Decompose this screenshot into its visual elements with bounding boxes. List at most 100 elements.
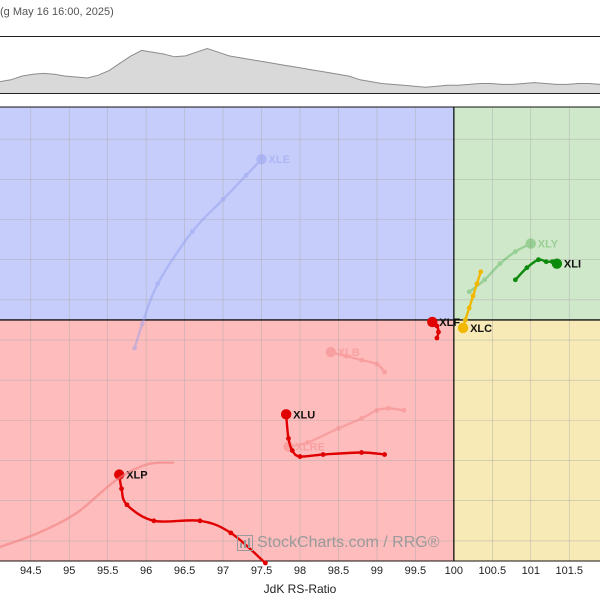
rrg-tail-point	[543, 259, 549, 265]
rrg-series-label: XLP	[126, 470, 147, 482]
rrg-tail-point	[466, 305, 472, 311]
rrg-head-point	[325, 346, 336, 358]
rrg-series-label: XLB	[338, 347, 360, 359]
benchmark-line-chart	[0, 47, 600, 93]
rrg-tail-point	[401, 407, 407, 413]
rrg-head-point	[256, 154, 267, 165]
rrg-tail-point	[343, 353, 349, 359]
rrg-series-label: XLE	[269, 154, 290, 166]
quadrant-weakening	[453, 319, 600, 561]
x-tick-label: 99.5	[405, 565, 426, 577]
x-tick-label: 100.5	[479, 565, 507, 577]
rrg-tail-point	[359, 415, 364, 421]
rrg-tail-point	[155, 281, 161, 287]
rrg-tail-line	[468, 242, 532, 293]
x-tick-label: 99	[371, 565, 383, 577]
rrg-series-xly: XLY	[466, 238, 559, 295]
x-tick-label: 97	[217, 565, 229, 577]
rrg-series-xlb: XLB	[325, 346, 388, 375]
rrg-series-xlf: XLF	[427, 316, 460, 341]
rrg-tail-point	[512, 249, 518, 255]
rrg-tail-point	[482, 277, 488, 283]
rrg-tail-point	[374, 361, 380, 367]
rrg-series-label: XLU	[293, 409, 315, 421]
x-tick-label: 96	[140, 565, 152, 577]
rrg-tail-line	[287, 407, 405, 448]
rrg-head-point	[551, 258, 563, 269]
rrg-series-unlabeled	[0, 461, 175, 549]
rrg-tail-point	[139, 321, 145, 327]
rrg-tails: XLE XLY XLI XLC XLF XLB XLRE XLU XLP	[0, 154, 581, 566]
rrg-tail-point	[228, 530, 234, 536]
rrg-series-label: XLY	[538, 239, 559, 251]
rrg-tail-point	[497, 261, 503, 267]
rrg-tail-point	[466, 289, 472, 295]
rrg-series-xlc: XLC	[457, 269, 492, 335]
rrg-head-point	[427, 316, 438, 328]
rrg-tail-point	[512, 277, 518, 283]
rrg-head-point	[280, 409, 292, 420]
rrg-head-point	[457, 322, 469, 334]
rrg-tail-point	[470, 293, 476, 299]
x-axis-title: JdK RS-Ratio	[263, 582, 337, 596]
rrg-tail-point	[320, 452, 326, 457]
x-tick-label: 98.5	[328, 565, 349, 577]
benchmark-line	[0, 47, 600, 88]
rrg-tail-point	[305, 440, 311, 445]
rrg-head-point	[525, 238, 536, 249]
x-tick-label: 101	[522, 565, 540, 577]
stockcharts-logo-icon	[237, 535, 253, 551]
rrg-tail-point	[297, 454, 303, 459]
rrg-tail-point	[359, 450, 364, 455]
rrg-tail-point	[124, 502, 130, 508]
quadrant-lagging	[0, 319, 454, 561]
rrg-tail-point	[286, 436, 291, 441]
rrg-series-label: XLF	[439, 317, 460, 329]
rrg-tail-point	[374, 407, 380, 413]
rrg-tail-point	[151, 518, 157, 524]
rrg-tail-point	[289, 448, 295, 453]
rrg-tail-line	[0, 461, 175, 549]
x-tick-label: 98	[294, 565, 306, 577]
rrg-tail-point	[382, 369, 388, 375]
rrg-tail-point	[119, 486, 124, 492]
benchmark-area	[0, 48, 600, 93]
chart-header-caption: (g May 16 16:00, 2025)	[0, 6, 114, 18]
rrg-series-xle: XLE	[132, 154, 290, 351]
rrg-tail-point	[462, 317, 468, 323]
rrg-series-label: XLC	[470, 323, 492, 335]
rrg-tail-point	[478, 269, 484, 275]
x-tick-label: 95	[63, 565, 75, 577]
rrg-tail-point	[382, 452, 388, 457]
rrg-tail-point	[436, 329, 441, 335]
rrg-tail-point	[524, 265, 530, 271]
rrg-series-xlp: XLP	[114, 469, 268, 566]
rrg-tail-point	[132, 345, 138, 351]
benchmark-panel	[0, 36, 600, 94]
rrg-series-label: XLRE	[295, 441, 324, 453]
rrg-tail-point	[359, 357, 364, 363]
x-tick-label: 101.5	[555, 565, 583, 577]
rrg-tail-point	[336, 426, 341, 431]
rrg-tail-point	[262, 560, 268, 566]
x-tick-label: 96.5	[174, 565, 195, 577]
rrg-tail-point	[536, 257, 541, 263]
rrg-tail-point	[220, 197, 226, 202]
watermark-text: StockCharts.com / RRG®	[257, 534, 440, 551]
rrg-tail-point	[197, 518, 203, 524]
rrg-series-xli: XLI	[512, 257, 581, 283]
rrg-tail-line	[133, 158, 263, 350]
x-tick-label: 94.5	[20, 565, 41, 577]
rrg-tail-point	[243, 172, 249, 178]
rrg-tail-point	[474, 281, 480, 287]
rrg-tail-line	[329, 350, 386, 374]
quadrant-improving	[0, 107, 454, 320]
x-tick-label: 100	[445, 565, 463, 577]
rrg-tail-point	[189, 229, 195, 234]
rrg-tail-point	[386, 405, 391, 411]
rrg-series-label: XLI	[564, 259, 581, 271]
rrg-series-xlu: XLU	[280, 409, 388, 459]
rrg-tail-point	[434, 335, 440, 341]
x-tick-label: 97.5	[251, 565, 272, 577]
